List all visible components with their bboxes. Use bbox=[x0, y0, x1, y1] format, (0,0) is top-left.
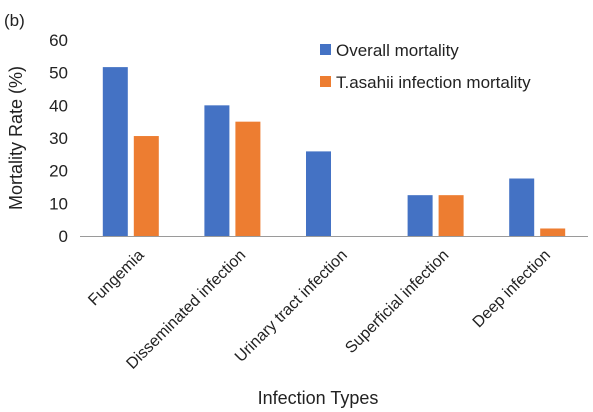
y-tick-label: 10 bbox=[49, 194, 68, 213]
x-tick-label: Deep infection bbox=[470, 247, 554, 331]
bars bbox=[102, 67, 566, 236]
bar bbox=[204, 105, 230, 236]
bar bbox=[235, 121, 261, 236]
y-tick-label: 60 bbox=[49, 31, 68, 50]
y-tick-label: 30 bbox=[49, 129, 68, 148]
legend: Overall mortality T.asahii infection mort… bbox=[320, 41, 531, 92]
x-tick-label: Superficial infection bbox=[342, 247, 452, 357]
y-tick-label: 50 bbox=[49, 64, 68, 83]
y-tick-label: 20 bbox=[49, 162, 68, 181]
y-axis-label: Mortality Rate (%) bbox=[6, 66, 26, 210]
bar bbox=[509, 178, 535, 236]
x-tick-label: Fungemia bbox=[85, 247, 147, 309]
legend-label: Overall mortality bbox=[336, 41, 459, 60]
panel-label: (b) bbox=[4, 11, 25, 30]
legend-label: T.asahii infection mortality bbox=[336, 73, 531, 92]
bar bbox=[102, 67, 128, 236]
legend-swatch bbox=[320, 44, 331, 55]
legend-swatch bbox=[320, 76, 331, 87]
y-tick-label: 40 bbox=[49, 96, 68, 115]
bar bbox=[133, 136, 159, 236]
bar bbox=[540, 228, 566, 236]
y-axis-ticks: 0 10 20 30 40 50 60 bbox=[49, 31, 68, 246]
bar bbox=[407, 195, 433, 236]
bar bbox=[438, 195, 464, 236]
x-tick-label: Disseminated infection bbox=[123, 247, 249, 373]
y-tick-label: 0 bbox=[59, 227, 68, 246]
x-tick-label: Urinary tract infection bbox=[232, 247, 351, 366]
bar bbox=[306, 151, 331, 236]
x-axis-label: Infection Types bbox=[258, 388, 379, 408]
